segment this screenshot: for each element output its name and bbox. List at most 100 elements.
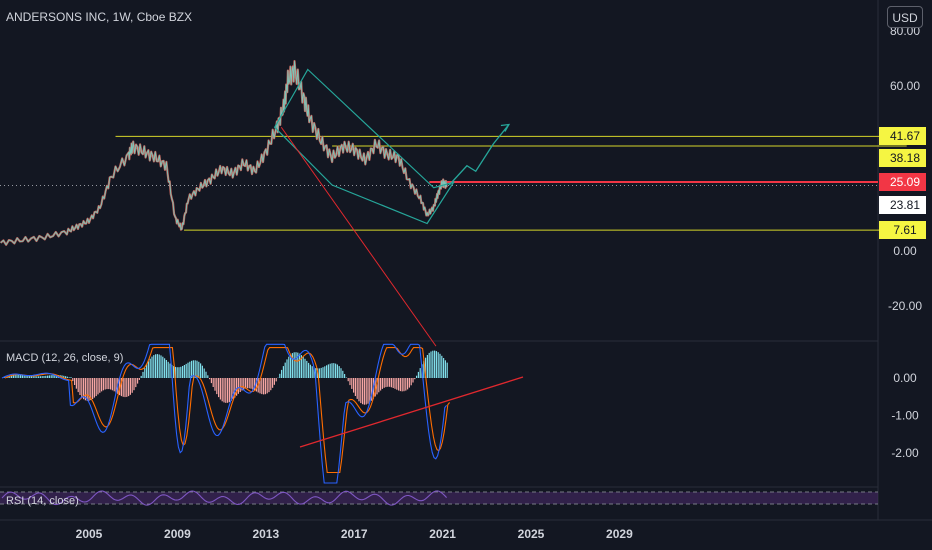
macd-histogram-bar	[272, 378, 274, 388]
macd-histogram-bar	[138, 378, 140, 380]
macd-histogram-bar	[248, 378, 250, 389]
macd-histogram-bar	[279, 373, 281, 378]
macd-histogram-bar	[185, 363, 187, 378]
macd-histogram-bar	[128, 378, 130, 397]
x-tick-label: 2029	[606, 527, 633, 541]
macd-histogram-bar	[261, 378, 263, 395]
macd-histogram-bar	[396, 378, 398, 390]
macd-histogram-bar	[311, 366, 313, 378]
macd-histogram-bar	[156, 354, 158, 378]
x-tick-label: 2013	[252, 527, 279, 541]
current-price-label: 23.81	[890, 198, 920, 212]
macd-histogram-bar	[189, 361, 191, 378]
macd-histogram-bar	[198, 361, 200, 378]
macd-histogram-bar	[419, 368, 421, 378]
macd-histogram-bar	[3, 377, 5, 378]
macd-histogram-bar	[102, 378, 104, 391]
current-price-label-bg	[879, 196, 926, 214]
macd-histogram-bar	[322, 367, 324, 378]
macd-histogram-bar	[331, 363, 333, 378]
x-tick-label: 2009	[164, 527, 191, 541]
macd-histogram-bar	[79, 378, 81, 395]
macd-histogram-bar	[313, 367, 315, 378]
macd-histogram-bar	[95, 378, 97, 397]
macd-histogram-bar	[83, 378, 85, 400]
macd-histogram-bar	[315, 368, 317, 378]
macd-histogram-bar	[210, 378, 212, 384]
macd-histogram-bar	[223, 378, 225, 403]
macd-histogram-bar	[250, 378, 252, 389]
projection-path	[448, 124, 510, 186]
macd-histogram-bar	[225, 378, 227, 403]
macd-histogram-bar	[254, 378, 256, 391]
trend-line-red	[280, 126, 437, 347]
macd-histogram-bar	[353, 378, 355, 393]
macd-histogram-bar	[255, 378, 257, 392]
macd-histogram-bar	[92, 378, 94, 399]
macd-histogram-bar	[308, 362, 310, 378]
macd-histogram-bar	[187, 362, 189, 378]
macd-histogram-bar	[232, 378, 234, 400]
macd-histogram-bar	[144, 368, 146, 378]
macd-histogram-bar	[137, 378, 139, 384]
macd-histogram-bar	[299, 353, 301, 378]
macd-histogram-bar	[75, 378, 77, 389]
x-tick-label: 2025	[518, 527, 545, 541]
macd-histogram-bar	[345, 377, 347, 378]
macd-histogram-bar	[326, 365, 328, 378]
macd-histogram-bar	[360, 378, 362, 404]
macd-histogram-bar	[194, 360, 196, 378]
macd-histogram-bar	[441, 355, 443, 378]
macd-histogram-bar	[264, 378, 266, 395]
macd-histogram-bar	[50, 375, 52, 378]
macd-histogram-bar	[371, 378, 373, 401]
last-price-label: 25.09	[890, 175, 920, 189]
macd-histogram-bar	[354, 378, 356, 396]
macd-histogram-bar	[110, 378, 112, 390]
macd-histogram-bar	[290, 354, 292, 378]
macd-histogram-bar	[77, 378, 79, 393]
y-tick-label: 60.00	[890, 79, 920, 93]
currency-button[interactable]: USD	[887, 6, 923, 28]
macd-histogram-bar	[200, 363, 202, 378]
macd-histogram-bar	[302, 356, 304, 378]
macd-histogram-bar	[356, 378, 358, 399]
macd-histogram-bar	[263, 378, 265, 395]
macd-histogram-bar	[234, 378, 236, 398]
y-tick-label: 0.00	[893, 244, 917, 258]
macd-histogram-bar	[268, 378, 270, 393]
macd-histogram-bar	[221, 378, 223, 402]
macd-histogram-bar	[430, 351, 432, 378]
macd-histogram-bar	[21, 374, 23, 378]
macd-histogram-bar	[309, 364, 311, 378]
macd-y-tick-label: -1.00	[891, 409, 919, 423]
macd-histogram-bar	[230, 378, 232, 401]
macd-histogram-bar	[363, 378, 365, 405]
macd-histogram-bar	[162, 356, 164, 378]
macd-histogram-bar	[23, 375, 25, 378]
macd-histogram-bar	[207, 375, 209, 378]
macd-histogram-bar	[236, 378, 238, 396]
macd-histogram-bar	[399, 378, 401, 392]
macd-histogram-bar	[165, 360, 167, 378]
macd-histogram-bar	[54, 374, 56, 378]
rsi-line	[1, 490, 447, 506]
macd-histogram-bar	[387, 378, 389, 387]
macd-histogram-bar	[362, 378, 364, 405]
macd-histogram-bar	[43, 376, 45, 378]
macd-histogram-bar	[407, 378, 409, 390]
macd-histogram-bar	[347, 378, 349, 382]
last-price-label-bg	[879, 173, 926, 191]
macd-histogram-bar	[392, 378, 394, 388]
macd-histogram-bar	[216, 378, 218, 395]
level-label-41: 41.67	[890, 129, 920, 143]
macd-histogram-bar	[349, 378, 351, 386]
y-tick-label: -20.00	[888, 299, 922, 313]
macd-histogram-bar	[16, 374, 18, 378]
macd-histogram-bar	[126, 378, 128, 397]
macd-histogram-bar	[275, 378, 277, 382]
macd-histogram-bar	[286, 359, 288, 378]
macd-histogram-bar	[228, 378, 230, 403]
macd-histogram-bar	[410, 378, 412, 386]
